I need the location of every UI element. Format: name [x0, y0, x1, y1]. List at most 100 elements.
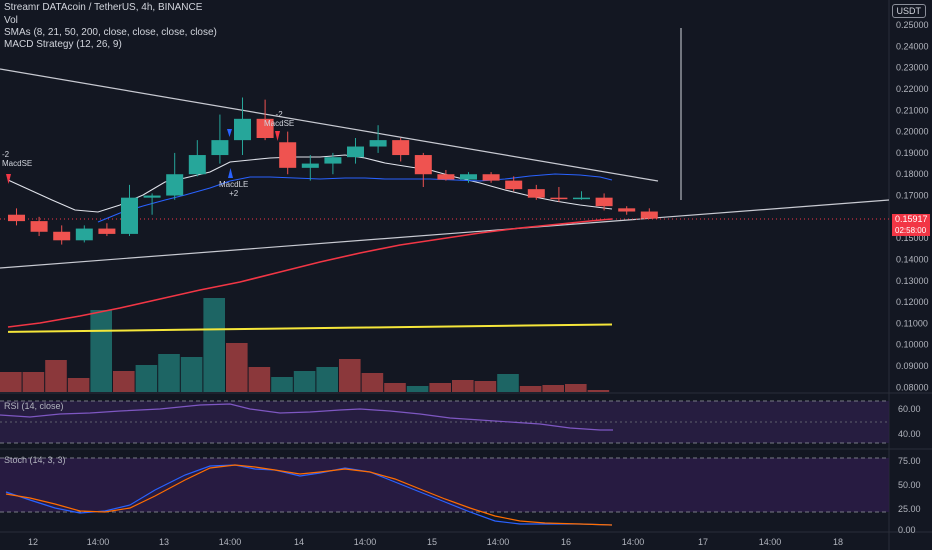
price-tick-label: 0.15000	[896, 233, 929, 243]
volume-bar	[361, 373, 384, 392]
candle[interactable]	[527, 184, 545, 200]
candlestick-series[interactable]	[8, 97, 658, 245]
signal-arrow-up-icon	[228, 168, 233, 178]
volume-bar	[135, 365, 158, 392]
rsi-tick-label: 60.00	[898, 404, 921, 414]
candle[interactable]	[211, 114, 229, 164]
countdown-tag: 02:58:00	[892, 225, 930, 236]
last-price-tag: 0.15917	[892, 214, 930, 225]
candle[interactable]	[166, 152, 184, 200]
candle-body	[301, 163, 319, 168]
price-tick-label: 0.23000	[896, 63, 929, 73]
candle[interactable]	[414, 152, 432, 188]
time-tick-label: 12	[28, 537, 38, 547]
candle[interactable]	[347, 138, 364, 164]
candle[interactable]	[188, 140, 206, 177]
candle[interactable]	[595, 193, 613, 211]
sma-yellow-line	[7, 323, 613, 333]
sma-legend[interactable]: SMAs (8, 21, 50, 200, close, close, clos…	[4, 27, 217, 39]
candle[interactable]	[573, 191, 590, 200]
candle-body	[437, 174, 455, 180]
symbol-title[interactable]: Streamr DATAcoin / TetherUS, 4h, BINANCE	[4, 2, 203, 13]
price-tick-label: 0.19000	[896, 148, 929, 158]
rsi-label[interactable]: RSI (14, close)	[4, 401, 64, 411]
candle[interactable]	[392, 138, 410, 162]
candle[interactable]	[460, 172, 477, 183]
volume-bar	[203, 298, 225, 392]
signal-value: -2	[275, 110, 283, 119]
volume-bar	[406, 386, 429, 392]
candle-body	[30, 221, 48, 232]
signal-value: +2	[229, 189, 239, 198]
symbol-legend[interactable]: Streamr DATAcoin / TetherUS, 4h, BINANCE	[4, 2, 202, 14]
volume-bar	[158, 354, 180, 392]
stoch-tick-label: 75.00	[898, 456, 921, 466]
candle-body	[618, 208, 636, 212]
candle-body	[188, 155, 206, 175]
candle-body	[98, 228, 116, 234]
candle[interactable]	[30, 216, 48, 237]
candle[interactable]	[279, 131, 297, 175]
countdown-value: 02:58:00	[895, 226, 927, 235]
candle[interactable]	[301, 155, 319, 181]
rsi-line	[0, 403, 613, 431]
rsi-legend[interactable]: RSI (14, close)	[4, 401, 64, 411]
volume-bar	[565, 384, 587, 392]
last-price-value: 0.15917	[895, 214, 928, 224]
signal-name: MacdSE	[264, 119, 295, 128]
volume-bar	[339, 359, 361, 392]
volume-bar	[384, 383, 406, 392]
vol-label[interactable]: Vol	[4, 15, 18, 26]
candle-body	[324, 157, 342, 164]
candle[interactable]	[98, 223, 116, 237]
candle[interactable]	[256, 99, 274, 141]
lower-trendline[interactable]	[0, 199, 890, 269]
candle-body	[211, 140, 229, 156]
candle[interactable]	[437, 169, 455, 181]
candle[interactable]	[75, 225, 93, 243]
stoch-label[interactable]: Stoch (14, 3, 3)	[4, 455, 66, 465]
candle[interactable]	[143, 193, 161, 215]
candle[interactable]	[550, 187, 568, 202]
candle[interactable]	[640, 208, 658, 219]
candle[interactable]	[505, 176, 523, 192]
candle[interactable]	[324, 152, 342, 175]
price-tick-label: 0.08000	[896, 382, 929, 392]
sma-label[interactable]: SMAs (8, 21, 50, 200, close, close, clos…	[4, 27, 217, 38]
vol-legend[interactable]: Vol	[4, 15, 18, 27]
candle[interactable]	[8, 208, 25, 226]
candle[interactable]	[234, 97, 251, 156]
candle[interactable]	[482, 172, 500, 183]
candle-body	[640, 211, 658, 219]
stoch-legend[interactable]: Stoch (14, 3, 3)	[4, 455, 66, 465]
price-tick-label: 0.24000	[896, 41, 929, 51]
candle-body	[414, 155, 432, 175]
volume-bar	[587, 390, 610, 392]
candle[interactable]	[369, 125, 387, 153]
stoch-tick-label: 50.00	[898, 480, 921, 490]
signal-arrow-down-icon	[227, 129, 232, 137]
volume-bar	[474, 381, 497, 392]
price-tick-label: 0.18000	[896, 169, 929, 179]
time-tick-label: 15	[427, 537, 437, 547]
candle-body	[460, 174, 477, 180]
candle-body	[369, 140, 387, 147]
price-tick-label: 0.14000	[896, 254, 929, 264]
candle-body	[392, 140, 410, 156]
candle[interactable]	[618, 206, 636, 215]
stoch-k-line	[5, 464, 613, 526]
candle[interactable]	[121, 184, 138, 237]
currency-button[interactable]: USDT	[891, 4, 926, 18]
signal-arrow-down-icon	[6, 174, 11, 184]
signal-name: MacdLE	[219, 180, 249, 189]
candle[interactable]	[53, 225, 71, 245]
volume-bar	[0, 372, 22, 392]
upper-trendline[interactable]	[0, 68, 659, 182]
macd-legend[interactable]: MACD Strategy (12, 26, 9)	[4, 39, 122, 51]
volume-bar	[226, 343, 248, 392]
candle-body	[143, 195, 161, 198]
time-tick-label: 18	[833, 537, 843, 547]
macd-label[interactable]: MACD Strategy (12, 26, 9)	[4, 39, 122, 50]
